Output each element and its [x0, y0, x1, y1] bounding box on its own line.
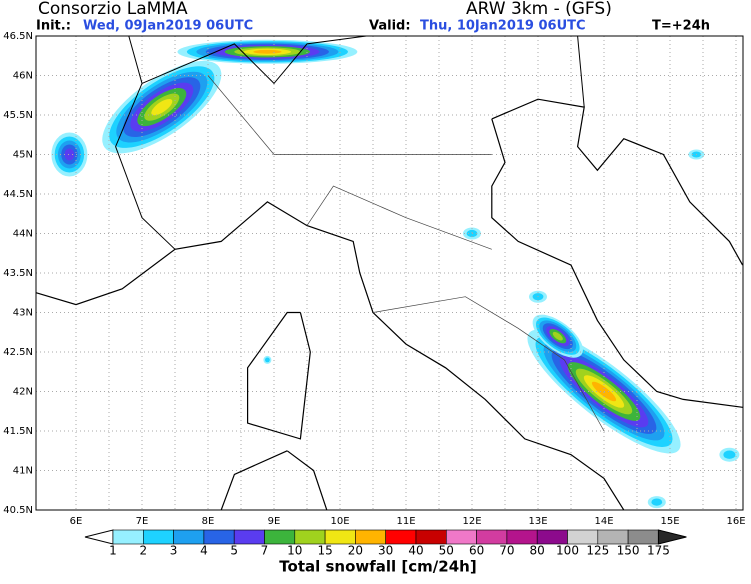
colorbar-label: 40	[408, 544, 423, 558]
latitude-label: 45N	[13, 150, 33, 161]
colorbar-label: 125	[586, 544, 609, 558]
valid-label: Valid:	[369, 19, 411, 34]
snow-area	[64, 148, 75, 161]
colorbar-box	[627, 529, 659, 545]
title: Consorzio LaMMA	[38, 0, 188, 19]
colorbar-label: 60	[469, 544, 484, 558]
coastline	[36, 201, 625, 511]
colorbar-label: 3	[170, 544, 178, 558]
coastline	[491, 98, 744, 266]
latitude-label: 41.5N	[3, 426, 33, 437]
colorbar-box	[264, 529, 296, 545]
colorbar-box	[385, 529, 417, 545]
longitude-label: 9E	[268, 516, 281, 527]
colorbar-box	[143, 529, 174, 545]
snow-area	[552, 331, 563, 341]
init-value: Wed, 09Jan2019 06UTC	[83, 19, 253, 34]
border	[141, 35, 367, 85]
latitude-label: 43.5N	[3, 268, 33, 279]
colorbar-label: 50	[439, 544, 454, 558]
colorbar-box	[597, 529, 629, 545]
colorbar-box	[173, 529, 205, 545]
longitude-label: 12E	[462, 516, 481, 527]
latitude-label: 46N	[13, 71, 33, 82]
latitude-label: 41N	[13, 466, 33, 477]
longitude-label: 11E	[396, 516, 415, 527]
colorbar-label: 175	[647, 544, 670, 558]
latitude-label: 40.5N	[3, 505, 33, 516]
model: ARW 3km - (GFS)	[466, 0, 612, 19]
coastline	[491, 118, 743, 408]
colorbar-end	[657, 529, 687, 545]
region-border	[306, 185, 492, 250]
colorbar-label: 10	[287, 544, 302, 558]
colorbar-box	[203, 529, 235, 545]
colorbar-box	[506, 529, 538, 545]
colorbar: 1 2 3 4 5 7 10 15 20 30 40 50 60 70 80 100 125 150 175	[84, 529, 687, 558]
longitude-label: 7E	[136, 516, 149, 527]
longitude-label: 16E	[726, 516, 745, 527]
colorbar-label: 5	[230, 544, 238, 558]
map	[36, 35, 744, 511]
colorbar-label: 7	[261, 544, 269, 558]
latitude-label: 46.5N	[3, 31, 33, 42]
valid-value: Thu, 10Jan2019 06UTC	[420, 19, 586, 34]
colorbar-box	[324, 529, 356, 545]
longitude-label: 13E	[528, 516, 547, 527]
latitude-label: 45.5N	[3, 110, 33, 121]
coastline	[286, 450, 328, 511]
colorbar-box	[567, 529, 599, 545]
longitude-label: 15E	[660, 516, 679, 527]
colorbar-box	[294, 529, 326, 545]
map-frame	[35, 35, 744, 511]
snow-area	[265, 357, 270, 363]
longitude-label: 10E	[330, 516, 349, 527]
colorbar-box	[445, 529, 477, 545]
colorbar-box	[415, 529, 447, 545]
border	[577, 35, 585, 108]
colorbar-box	[536, 529, 568, 545]
colorbar-label: 1	[109, 544, 117, 558]
coastline	[220, 450, 288, 511]
colorbar-label: 15	[317, 544, 332, 558]
snow-area	[651, 498, 663, 506]
colorbar-box	[476, 529, 508, 545]
latitude-label: 42N	[13, 387, 33, 398]
colorbar-label: 20	[348, 544, 363, 558]
region-border	[372, 296, 605, 432]
colorbar-title: Total snowfall [cm/24h]	[279, 558, 476, 576]
colorbar-label: 80	[530, 544, 545, 558]
longitude-label: 14E	[594, 516, 613, 527]
colorbar-box	[355, 529, 386, 545]
colorbar-box	[233, 529, 265, 545]
init-label: Init.:	[36, 19, 71, 34]
latitude-label: 44.5N	[3, 189, 33, 200]
colorbar-box	[112, 529, 144, 545]
latitude-label: 42.5N	[3, 347, 33, 358]
region-border	[207, 75, 492, 155]
snow-area	[723, 450, 736, 459]
colorbar-label: 100	[556, 544, 579, 558]
colorbar-label: 4	[200, 544, 208, 558]
snow-area	[151, 98, 173, 116]
lead-time: T=+24h	[652, 19, 710, 34]
longitude-label: 6E	[70, 516, 83, 527]
colorbar-label: 150	[617, 544, 640, 558]
longitude-label: 8E	[202, 516, 215, 527]
colorbar-label: 30	[378, 544, 393, 558]
colorbar-label: 70	[499, 544, 514, 558]
colorbar-label: 2	[139, 544, 147, 558]
coastline	[247, 311, 311, 440]
latitude-label: 44N	[13, 229, 33, 240]
latitude-label: 43N	[13, 308, 33, 319]
snow-area	[253, 49, 282, 54]
border	[115, 35, 176, 250]
